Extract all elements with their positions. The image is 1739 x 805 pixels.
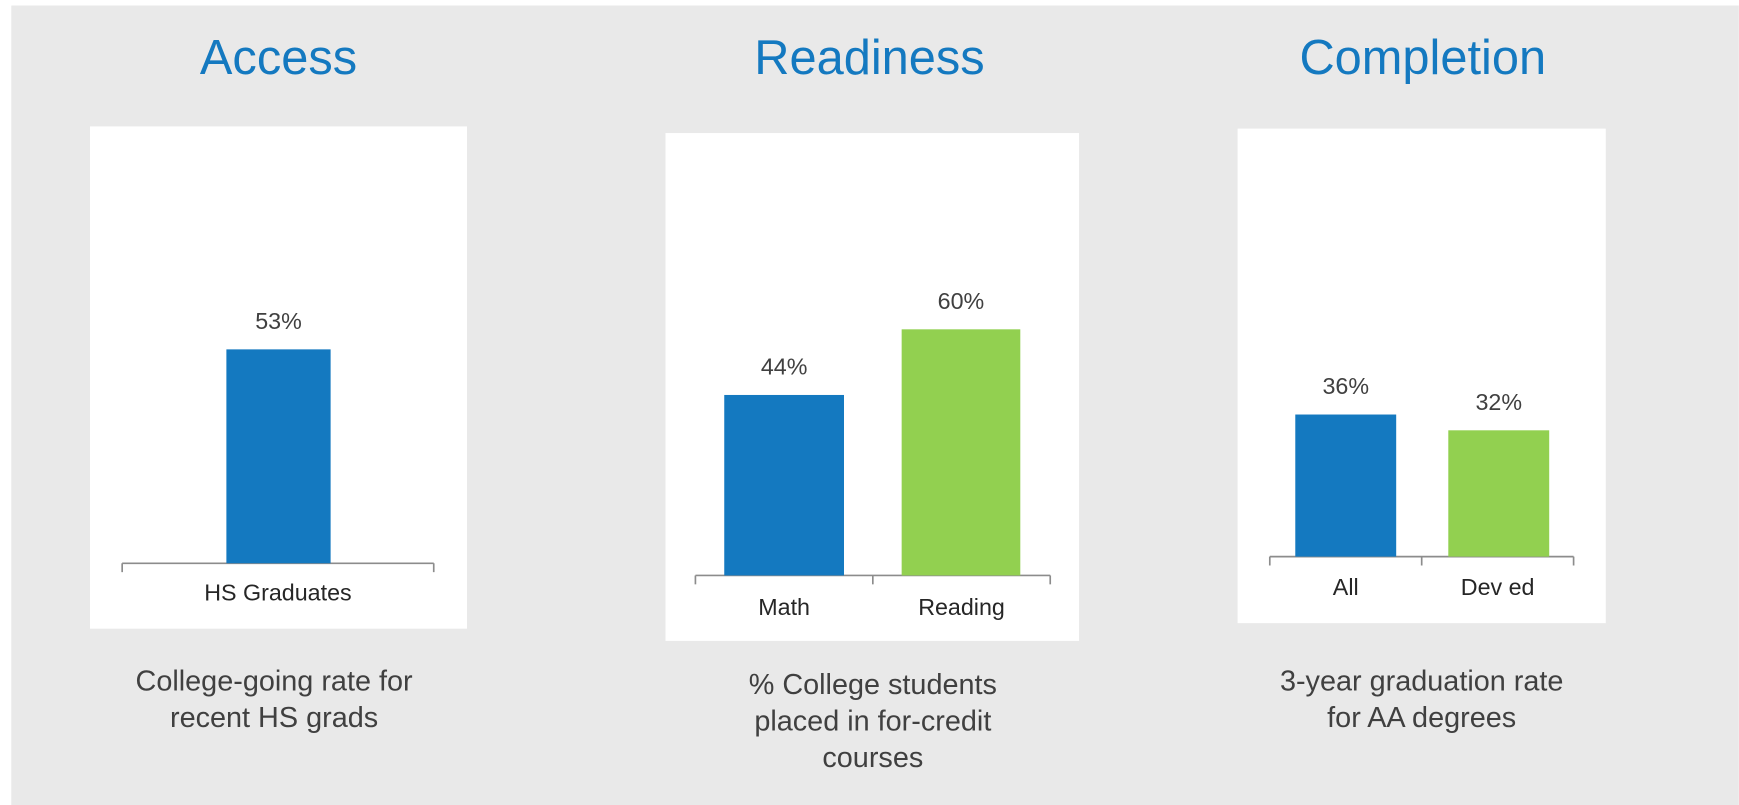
caption: for AA degrees — [1327, 702, 1516, 734]
caption: College-going rate for — [136, 666, 413, 698]
bar — [1295, 414, 1397, 557]
value-label: 44% — [761, 354, 808, 380]
category-label: Math — [758, 594, 810, 620]
caption: placed in for-credit — [754, 706, 991, 738]
bar — [724, 394, 844, 576]
caption: courses — [822, 742, 923, 774]
caption: recent HS grads — [170, 702, 378, 734]
category-label: Reading — [918, 594, 1005, 620]
value-label: 36% — [1322, 373, 1369, 399]
panel-title: Completion — [1299, 31, 1546, 85]
bar — [226, 349, 331, 564]
value-label: 60% — [938, 288, 985, 314]
panel-title: Readiness — [754, 31, 984, 85]
value-label: 32% — [1475, 389, 1522, 415]
panel-title: Access — [200, 31, 357, 85]
value-label: 53% — [255, 308, 302, 334]
category-label: All — [1333, 574, 1359, 600]
chart-panel — [1237, 128, 1606, 624]
bar — [901, 329, 1021, 576]
caption: % College students — [749, 669, 997, 701]
caption: 3-year graduation rate — [1280, 666, 1564, 698]
category-label: HS Graduates — [204, 579, 351, 605]
bar — [1448, 430, 1550, 557]
category-label: Dev ed — [1461, 574, 1535, 600]
